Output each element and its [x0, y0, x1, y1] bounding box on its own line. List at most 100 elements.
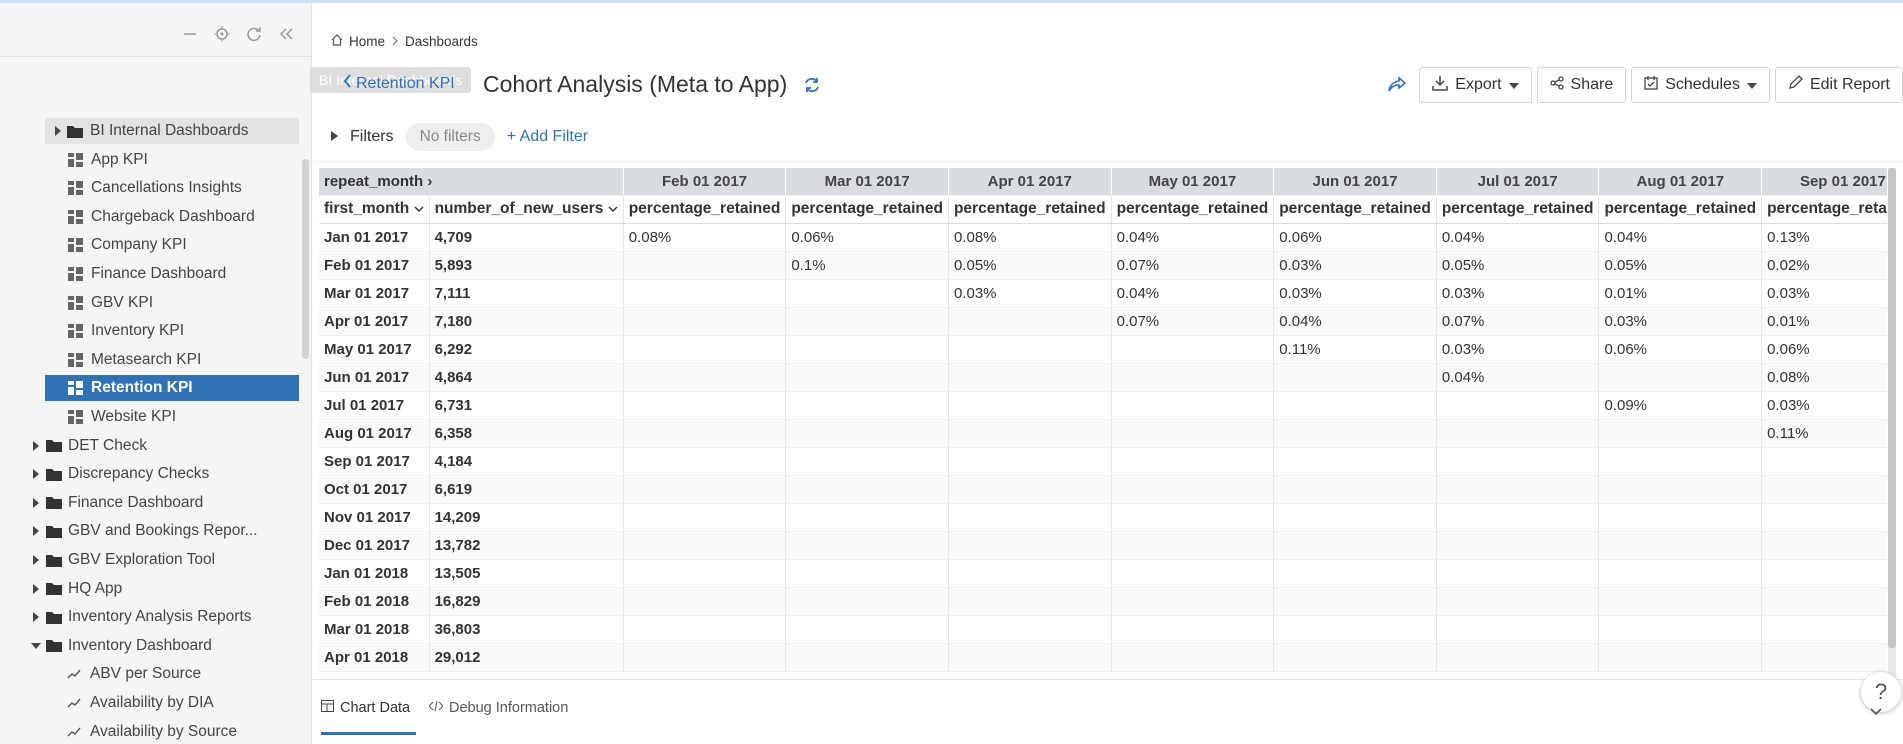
sidebar-item[interactable]: Finance Dashboard	[0, 261, 300, 287]
schedules-button[interactable]: Schedules	[1631, 67, 1770, 103]
sidebar-item[interactable]: GBV and Bookings Repor...	[0, 518, 300, 544]
month-header[interactable]: Aug 01 2017	[1598, 168, 1763, 196]
sidebar-item-label: Availability by DIA	[90, 694, 214, 711]
back-link[interactable]: Retention KPI	[343, 74, 455, 93]
caret-right-icon[interactable]	[30, 525, 42, 537]
tab-chart-data-label: Chart Data	[340, 700, 411, 716]
retention-cell	[1761, 559, 1887, 588]
caret-right-icon[interactable]	[30, 554, 42, 566]
retention-cell: 0.03%	[1436, 279, 1600, 308]
filters-label[interactable]: Filters	[350, 128, 394, 145]
sidebar-item[interactable]: Chargeback Dashboard	[0, 204, 300, 230]
table-scrollbar[interactable]	[1888, 168, 1896, 678]
caret-right-icon[interactable]	[30, 468, 42, 480]
retention-cell: 0.04%	[1598, 223, 1763, 252]
users-header[interactable]: number_of_new_users	[429, 195, 624, 224]
caret-right-icon[interactable]	[52, 125, 64, 137]
scrollbar-thumb[interactable]	[1888, 168, 1896, 648]
share-button[interactable]: Share	[1536, 67, 1627, 103]
sidebar-item[interactable]: Finance Dashboard	[0, 490, 300, 516]
first-month-header[interactable]: first_month	[319, 195, 430, 224]
caret-right-icon[interactable]	[30, 440, 42, 452]
first-month-cell: Jan 01 2017	[319, 223, 430, 252]
measure-header[interactable]: percentage_retained	[1436, 195, 1600, 224]
retention-cell: 0.13%	[1761, 223, 1887, 252]
breadcrumb-home[interactable]: Home	[349, 34, 386, 49]
tab-chart-data[interactable]: Chart Data	[321, 700, 410, 716]
share-link-icon[interactable]	[1380, 67, 1414, 103]
retention-cell	[948, 503, 1112, 532]
sidebar-item[interactable]: Availability by Source	[0, 719, 300, 744]
line-chart-icon	[67, 725, 83, 739]
sidebar-item-label: Retention KPI	[91, 379, 193, 397]
caret-right-icon[interactable]	[331, 128, 338, 146]
tab-debug-information[interactable]: Debug Information	[428, 700, 568, 716]
month-header[interactable]: Apr 01 2017	[948, 168, 1112, 196]
new-users-cell: 13,782	[429, 531, 624, 560]
retention-cell: 0.05%	[1598, 251, 1763, 280]
home-icon	[331, 34, 343, 49]
measure-header[interactable]: percentage_retained	[785, 195, 949, 224]
sidebar-item[interactable]: Company KPI	[0, 232, 300, 258]
retention-cell	[1761, 447, 1887, 476]
month-header[interactable]: May 01 2017	[1111, 168, 1275, 196]
caret-right-icon[interactable]	[30, 497, 42, 509]
measure-header[interactable]: percentage_retained	[1273, 195, 1437, 224]
retention-cell	[1598, 615, 1763, 644]
edit-report-button[interactable]: Edit Report	[1774, 67, 1903, 103]
refresh-icon[interactable]	[803, 76, 821, 94]
sidebar-toolbar	[0, 3, 311, 57]
month-header[interactable]: Jun 01 2017	[1273, 168, 1437, 196]
add-filter-button[interactable]: + Add Filter	[507, 128, 588, 146]
pivot-column-label[interactable]: repeat_month ›	[319, 168, 624, 196]
sidebar-item[interactable]: HQ App	[0, 576, 300, 602]
retention-cell	[1111, 391, 1275, 420]
month-header[interactable]: Jul 01 2017	[1436, 168, 1600, 196]
help-button[interactable]: ?	[1861, 672, 1901, 712]
retention-cell	[785, 447, 949, 476]
sidebar-item[interactable]: DET Check	[0, 433, 300, 459]
measure-header[interactable]: percentage_retained	[1761, 195, 1887, 224]
sidebar-item[interactable]: BI Internal Dashboards	[45, 118, 299, 144]
measure-header[interactable]: percentage_retained	[1111, 195, 1275, 224]
chevron-down-icon[interactable]	[1870, 703, 1882, 721]
sidebar-item[interactable]: Inventory Analysis Reports	[0, 604, 300, 630]
retention-cell: 0.04%	[1436, 363, 1600, 392]
measure-header[interactable]: percentage_retained	[1598, 195, 1763, 224]
sidebar-item[interactable]: Website KPI	[0, 404, 300, 430]
month-header[interactable]: Sep 01 2017	[1761, 168, 1887, 196]
retention-cell	[1273, 419, 1437, 448]
sidebar-item[interactable]: ABV per Source	[0, 661, 300, 687]
locate-icon[interactable]	[213, 25, 231, 43]
sidebar-item[interactable]: Inventory Dashboard	[0, 633, 300, 659]
sidebar-item[interactable]: GBV Exploration Tool	[0, 547, 300, 573]
sidebar-item[interactable]: Availability by DIA	[0, 690, 300, 716]
sidebar-item[interactable]: GBV KPI	[0, 290, 300, 316]
month-header[interactable]: Mar 01 2017	[785, 168, 949, 196]
minimize-icon[interactable]	[181, 25, 199, 43]
export-button[interactable]: Export	[1419, 67, 1532, 103]
caret-down-icon[interactable]	[30, 640, 42, 652]
sidebar-item[interactable]: Retention KPI	[45, 375, 299, 402]
refresh-tree-icon[interactable]	[245, 25, 263, 43]
sidebar-item[interactable]: Metasearch KPI	[0, 347, 300, 373]
sidebar-item[interactable]: Inventory KPI	[0, 318, 300, 344]
retention-cell	[948, 587, 1112, 616]
collapse-sidebar-icon[interactable]	[277, 25, 295, 43]
caret-right-icon[interactable]	[30, 611, 42, 623]
month-header[interactable]: Feb 01 2017	[623, 168, 787, 196]
sidebar-item[interactable]: App KPI	[0, 147, 300, 173]
sidebar-item[interactable]: Discrepancy Checks	[0, 461, 300, 487]
retention-cell	[785, 335, 949, 364]
retention-cell	[785, 391, 949, 420]
sidebar-item-label: Cancellations Insights	[91, 179, 242, 197]
retention-cell	[1436, 643, 1600, 672]
measure-header[interactable]: percentage_retained	[948, 195, 1112, 224]
retention-cell	[1436, 615, 1600, 644]
caret-right-icon[interactable]	[30, 583, 42, 595]
breadcrumb-dashboards[interactable]: Dashboards	[405, 34, 478, 49]
measure-header[interactable]: percentage_retained	[623, 195, 787, 224]
calendar-icon	[1644, 75, 1658, 95]
sidebar-item[interactable]: Cancellations Insights	[0, 175, 300, 201]
sidebar-scrollbar[interactable]	[302, 159, 309, 359]
